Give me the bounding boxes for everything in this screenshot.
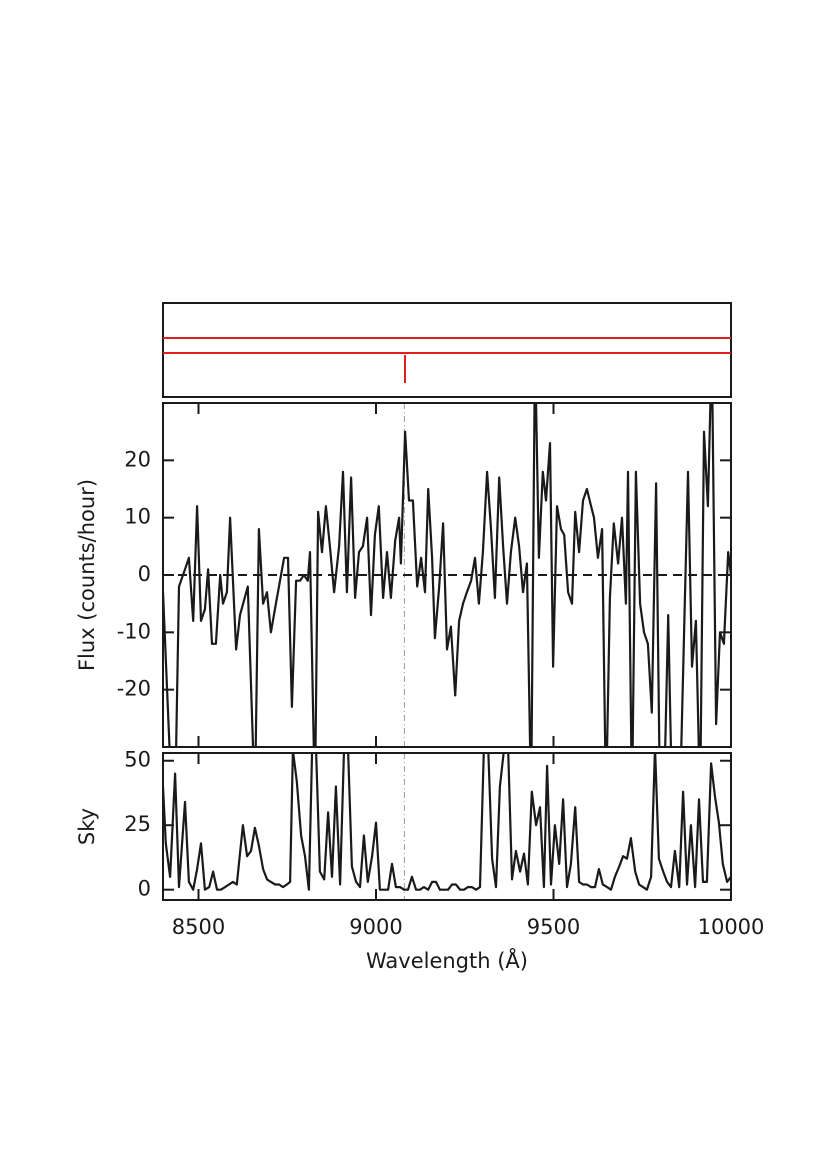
image-frame: [162, 302, 732, 398]
y-axis-label: Sky: [75, 808, 99, 845]
y-tick-label: -20: [117, 677, 151, 701]
x-tick-label: 8500: [172, 915, 225, 939]
y-tick-label: 10: [124, 505, 151, 529]
y-tick-label: 0: [138, 877, 151, 901]
y-tick-label: -10: [117, 619, 151, 643]
x-tick-label: 9000: [349, 915, 402, 939]
y-axis-label: Flux (counts/hour): [75, 479, 99, 671]
plot-frame: [162, 752, 732, 901]
y-tick-label: 0: [138, 562, 151, 586]
x-tick-label: 10000: [698, 915, 765, 939]
x-tick-label: 9500: [527, 915, 580, 939]
data-line: [163, 403, 731, 747]
y-tick-label: 25: [124, 812, 151, 836]
y-tick-label: 20: [124, 447, 151, 471]
x-axis-label: Wavelength (Å): [366, 947, 528, 973]
spectrum-image: [162, 302, 732, 398]
y-tick-label: 50: [124, 748, 151, 772]
data-line: [163, 753, 731, 891]
